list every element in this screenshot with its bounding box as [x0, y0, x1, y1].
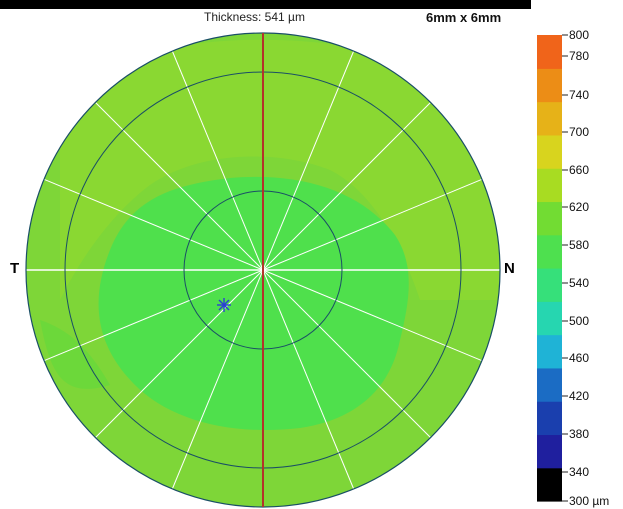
color-scale-segment — [537, 467, 562, 502]
scan-size-label: 6mm x 6mm — [426, 10, 502, 25]
color-scale-segment — [537, 401, 562, 436]
color-scale-tick-label: 580 — [569, 238, 589, 252]
color-scale-segment — [537, 134, 562, 169]
color-scale-tick-label: 740 — [569, 88, 589, 102]
color-scale-segment — [537, 367, 562, 402]
color-scale-tick-label: 780 — [569, 49, 589, 63]
color-scale-segment — [537, 68, 562, 103]
color-scale-tick-label: 460 — [569, 351, 589, 365]
color-scale-tick-label: 620 — [569, 200, 589, 214]
thickness-zone-lower — [40, 320, 110, 389]
color-scale-tick-label: 800 — [569, 28, 589, 42]
color-scale-segment — [537, 201, 562, 236]
color-scale-tick-label: 500 — [569, 314, 589, 328]
color-scale-tick-label: 420 — [569, 389, 589, 403]
color-scale-segment — [537, 301, 562, 336]
color-scale-tick-label: 340 — [569, 465, 589, 479]
color-scale-segment — [537, 35, 562, 69]
temporal-label: T — [10, 260, 20, 277]
thinnest-point-marker — [217, 298, 231, 312]
color-scale-segment — [537, 334, 562, 369]
color-scale-tick-label: 540 — [569, 276, 589, 290]
top-bar — [0, 0, 531, 9]
color-scale-segment — [537, 434, 562, 469]
nasal-label: N — [504, 260, 515, 277]
color-scale-tick-label: 380 — [569, 427, 589, 441]
color-scale-tick-label: 300 µm — [569, 494, 609, 508]
color-scale-segment — [537, 101, 562, 136]
color-scale-segment — [537, 168, 562, 203]
color-scale: 800 780 740 700 660 620 580 540 500 460 420 380 340 3… — [537, 28, 609, 508]
thickness-zone-upper — [60, 39, 500, 300]
color-scale-tick-label: 660 — [569, 163, 589, 177]
color-scale-segment — [537, 234, 562, 269]
color-scale-segment — [537, 268, 562, 302]
color-scale-tick-label: 700 — [569, 125, 589, 139]
thickness-zone-center — [98, 176, 409, 431]
thickness-readout: Thickness: 541 µm — [204, 10, 305, 24]
